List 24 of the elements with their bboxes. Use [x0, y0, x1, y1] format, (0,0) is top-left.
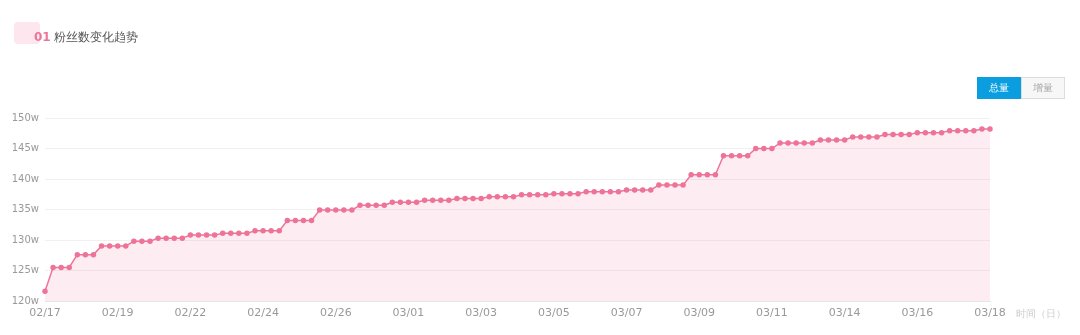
y-tick-label: 150w	[11, 111, 39, 123]
y-tick-label: 140w	[11, 172, 39, 184]
x-tick-label: 03/03	[465, 306, 498, 320]
text: 增量	[1021, 77, 1065, 99]
x-tick-label: 03/05	[537, 306, 570, 320]
text: 总量	[977, 77, 1021, 99]
x-tick-label: 03/01	[392, 306, 425, 320]
y-tick-label: 145w	[11, 142, 39, 154]
x-tick-label: 02/22	[174, 306, 207, 320]
x-tick-label: 03/16	[901, 306, 934, 320]
x-tick-label: 02/19	[101, 306, 134, 320]
x-tick-label: 03/14	[828, 306, 861, 320]
y-tick-label: 135w	[11, 203, 39, 215]
x-tick-label: 02/24	[247, 306, 279, 320]
x-tick-label: 03/11	[756, 306, 788, 320]
x-tick-label: 03/18	[974, 306, 1006, 320]
chart-title: 01 粉丝数变化趋势	[34, 30, 138, 44]
y-tick-label: 125w	[11, 264, 39, 276]
x-tick-label: 02/17	[29, 306, 61, 320]
y-tick-label: 130w	[11, 233, 39, 245]
y-tick-label: 120w	[11, 294, 39, 306]
x-tick-label: 02/26	[319, 306, 352, 320]
x-tick-label: 03/09	[683, 306, 716, 320]
x-tick-label: 03/07	[610, 306, 643, 320]
